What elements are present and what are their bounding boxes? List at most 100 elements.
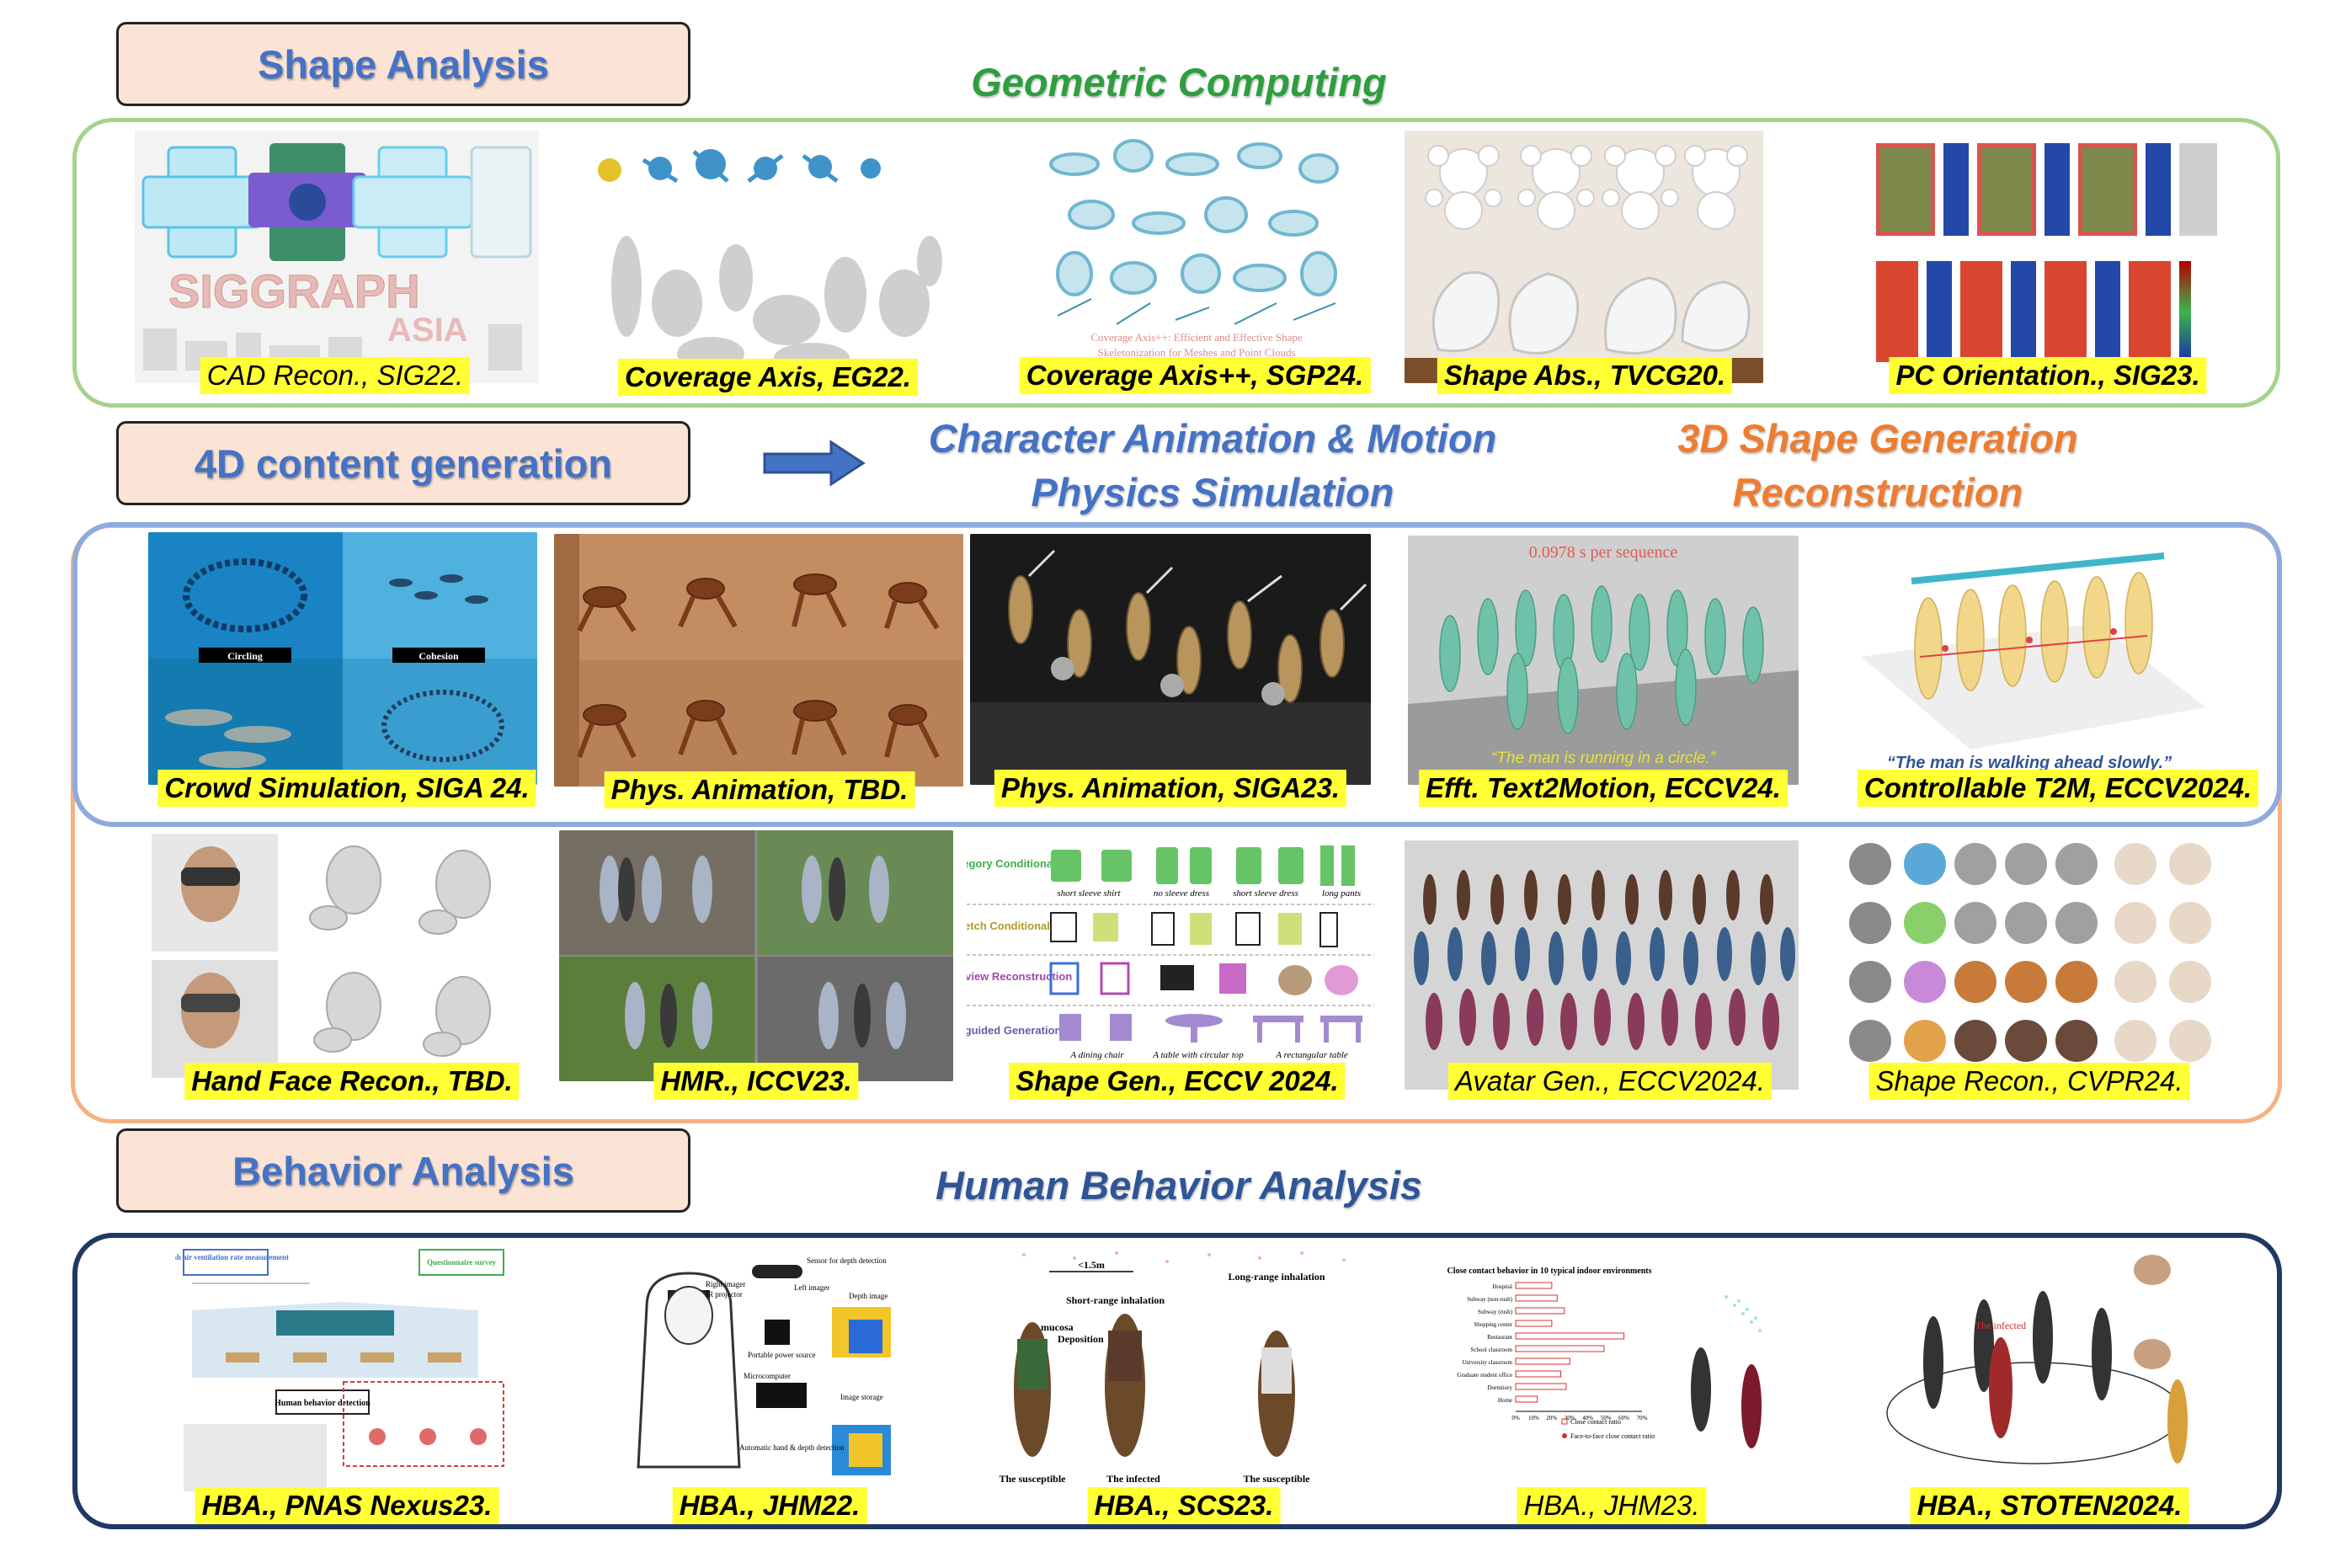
chart-bar — [1515, 1282, 1553, 1289]
heading-geometric-computing: Geometric Computing — [971, 60, 1387, 104]
caption-pc-orientation: PC Orientation., SIG23. — [1889, 357, 2207, 394]
image-storage-label: Image storage — [840, 1393, 883, 1401]
shape-analysis-label: Shape Analysis — [116, 22, 690, 106]
asia-text: ASIA — [387, 312, 468, 349]
hba-jhm22-image: Sensor for depth detection Depth image R… — [596, 1256, 941, 1485]
walking-slowly-quote: “The man is walking ahead slowly.” — [1887, 754, 2172, 772]
hmr-image — [559, 830, 953, 1081]
coverage-axis-image — [576, 135, 963, 379]
caption-hba-scs23: HBA., SCS23. — [1087, 1487, 1281, 1524]
infected-label: The infected — [1106, 1473, 1160, 1485]
cohesion-label: Cohesion — [418, 650, 459, 662]
short-sleeve-dress-label: short sleeve dress — [1233, 888, 1298, 899]
chart-category-label: Subway (non-rush) — [1467, 1296, 1513, 1303]
susceptible-left-label: The susceptible — [999, 1473, 1066, 1485]
right-arrow-icon — [763, 440, 866, 487]
chart-tick-label: 70% — [1637, 1415, 1648, 1421]
heading-3d-shape-generation: 3D Shape Generation — [1677, 416, 2078, 461]
caption-hba-jhm23: HBA., JHM23. — [1517, 1487, 1707, 1524]
coverage-axis-plus-image: Coverage Axis++: Efficient and Effective… — [1041, 131, 1352, 383]
chart-category-label: Home — [1498, 1397, 1512, 1404]
shape-analysis-text: Shape Analysis — [258, 41, 549, 87]
mucosa-label: mucosa — [1041, 1321, 1074, 1333]
left-imager-label: Left imager — [794, 1283, 829, 1292]
questionnaire-label: Questionnaire survey — [427, 1258, 497, 1267]
caption-crowd-simulation: Crowd Simulation, SIGA 24. — [157, 770, 536, 807]
chart-tick-label: 20% — [1546, 1415, 1557, 1421]
caption-hba-jhm22: HBA., JHM22. — [672, 1487, 867, 1524]
fresh-air-label: Fresh air ventilation rate measurement — [175, 1253, 289, 1261]
phys-animation-tbd-image — [554, 534, 963, 787]
sensor-depth-label: Sensor for depth detection — [807, 1256, 887, 1265]
deposition-label: Deposition — [1058, 1333, 1104, 1345]
caption-coverage-axis: Coverage Axis, EG22. — [618, 359, 918, 396]
chart-tick-label: 40% — [1582, 1415, 1593, 1421]
content-4d-label: 4D content generation — [116, 421, 690, 505]
coverage-axis-plus-title-2: Skeletonization for Meshes and Point Clo… — [1097, 346, 1295, 359]
chart-category-label: Subway (rush) — [1478, 1309, 1513, 1315]
susceptible-right-label: The susceptible — [1243, 1473, 1310, 1485]
coverage-axis-plus-title-1: Coverage Axis++: Efficient and Effective… — [1090, 331, 1303, 344]
seconds-per-sequence-text: 0.0978 s per sequence — [1529, 543, 1678, 562]
chart-category-label: Hospital — [1492, 1283, 1512, 1290]
heading-character-animation: Character Animation & Motion — [928, 416, 1497, 461]
chart-category-label: School classroom — [1470, 1347, 1512, 1353]
dining-chair-label: A dining chair — [1069, 1050, 1124, 1060]
text-guided-label: Text-guided Generation — [967, 1024, 1062, 1037]
chart-bar — [1515, 1345, 1605, 1352]
caption-controllable-t2m: Controllable T2M, ECCV2024. — [1857, 770, 2259, 807]
avatar-gen-image — [1405, 840, 1799, 1090]
controllable-t2m-image: “The man is walking ahead slowly.” — [1844, 539, 2215, 785]
content-4d-text: 4D content generation — [194, 440, 613, 486]
microcomputer-label: Microcomputer — [744, 1372, 791, 1380]
chart-tick-label: 60% — [1618, 1415, 1629, 1421]
chart-title: Close contact behavior in 10 typical ind… — [1447, 1267, 1651, 1276]
short-sleeve-shirt-label: short sleeve shirt — [1057, 888, 1121, 899]
chart-category-label: Shopping center — [1474, 1321, 1512, 1328]
caption-efficient-text2motion: Efft. Text2Motion, ECCV24. — [1419, 770, 1788, 807]
long-range-label: Long-range inhalation — [1228, 1271, 1325, 1283]
caption-hba-stoten: HBA., STOTEN2024. — [1910, 1487, 2189, 1524]
behavior-analysis-frame — [72, 1233, 2282, 1529]
chart-bar — [1515, 1357, 1570, 1365]
category-conditional-label: Category Conditional — [967, 857, 1056, 870]
chart-category-label: Dormitory — [1487, 1384, 1512, 1391]
caption-hand-face-recon: Hand Face Recon., TBD. — [184, 1063, 520, 1100]
caption-avatar-gen: Avatar Gen., ECCV2024. — [1447, 1063, 1773, 1100]
hba-jhm23-image: Close contact behavior in 10 typical ind… — [1423, 1263, 1794, 1484]
caption-coverage-axis-plus: Coverage Axis++, SGP24. — [1019, 357, 1371, 394]
phys-animation-siga23-image — [970, 534, 1371, 785]
no-sleeve-dress-label: no sleeve dress — [1154, 888, 1209, 899]
caption-shape-gen: Shape Gen., ECCV 2024. — [1009, 1063, 1346, 1100]
circling-label: Circling — [227, 650, 263, 662]
chart-bar — [1515, 1370, 1562, 1378]
heading-human-behavior-analysis: Human Behavior Analysis — [935, 1163, 1423, 1208]
sketch-conditional-label: Sketch Conditional — [967, 920, 1050, 932]
short-range-label: Short-range inhalation — [1066, 1294, 1165, 1306]
running-circle-quote: “The man is running in a circle.” — [1491, 749, 1717, 767]
caption-phys-animation-siga23: Phys. Animation, SIGA23. — [994, 770, 1347, 807]
portable-power-label: Portable power source — [748, 1351, 815, 1359]
caption-cad-recon: CAD Recon., SIG22. — [200, 357, 471, 394]
chart-tick-label: 50% — [1601, 1415, 1612, 1421]
hba-stoten-image: The infected — [1874, 1245, 2225, 1484]
crowd-simulation-image: Circling Cohesion — [148, 532, 537, 785]
caption-shape-abstraction: Shape Abs., TVCG20. — [1437, 357, 1733, 394]
single-view-recon-label: Single-view Reconstruction — [967, 970, 1072, 983]
chart-bar — [1515, 1383, 1567, 1390]
close-contact-ratio-legend: Close contact ratio — [1570, 1418, 1621, 1426]
rectangular-table-label: A rectangular table — [1275, 1050, 1348, 1060]
human-behavior-detection-label: Human behavior detection — [275, 1399, 371, 1408]
caption-hmr: HMR., ICCV23. — [653, 1063, 859, 1100]
behavior-analysis-label: Behavior Analysis — [116, 1128, 690, 1213]
chart-bar — [1515, 1395, 1538, 1403]
face-to-face-legend: Face-to-face close contact ratio — [1570, 1432, 1655, 1440]
chart-category-label: University classroom — [1462, 1359, 1512, 1366]
circular-table-label: A table with circular top — [1152, 1050, 1244, 1060]
shape-abstraction-image — [1405, 131, 1763, 383]
shape-gen-image: Category Conditional Sketch Conditional … — [967, 837, 1374, 1078]
heading-reconstruction: Reconstruction — [1732, 470, 2023, 515]
chart-tick-label: 10% — [1528, 1415, 1539, 1421]
right-imager-label: Right imager — [706, 1280, 745, 1288]
behavior-analysis-text: Behavior Analysis — [232, 1148, 574, 1193]
